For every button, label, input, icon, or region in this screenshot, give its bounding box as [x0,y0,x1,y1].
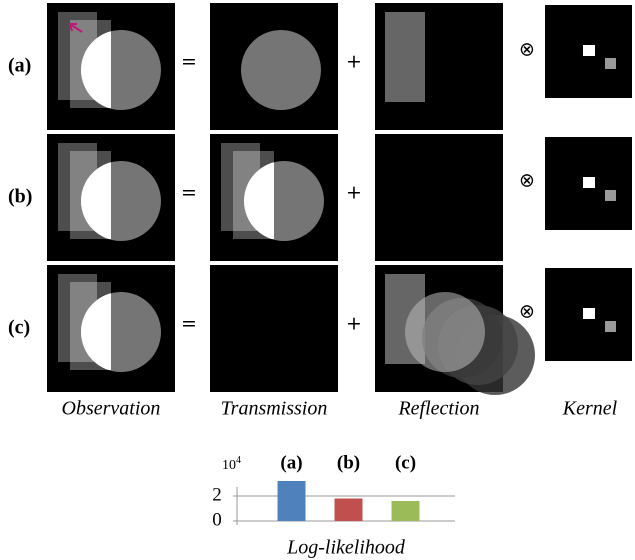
y-scale-base: 10 [222,458,236,473]
bar [392,501,420,521]
transmission-image [210,3,338,130]
convolve: ⊗ [519,301,535,323]
observation-image [47,265,175,392]
column-label: Reflection [397,398,479,420]
row-label: (b) [8,186,32,208]
reflection-image [375,134,503,261]
column-label: Transmission [221,398,328,420]
column-label: Kernel [562,398,618,420]
y-scale: 104 [222,455,241,473]
row-label: (c) [8,317,30,339]
y-tick-label: 0 [212,509,222,530]
equals: = [181,51,197,73]
plus: + [346,313,362,335]
convolve: ⊗ [519,39,535,61]
category-label: (a) [280,452,302,473]
plus: + [346,51,362,73]
equals: = [181,182,197,204]
transmission-image [210,265,338,392]
category-label: (c) [395,452,416,473]
column-label: Observation [62,398,161,420]
convolve: ⊗ [519,170,535,192]
row-label: (a) [8,55,31,77]
kernel-image [545,268,632,361]
x-axis-label: Log-likelihood [286,537,406,559]
bar [335,499,363,522]
plus: + [346,182,362,204]
reflection-image [375,265,535,395]
equals: = [181,313,197,335]
observation-image [47,3,175,130]
y-scale-exponent: 4 [236,455,241,466]
y-tick-label: 2 [212,484,222,505]
kernel-image [545,137,632,230]
figure: (a) (b) (c) = = = + + + ⊗ ⊗ ⊗ Observatio… [0,0,635,560]
kernel-image [545,5,632,98]
observation-image [47,134,175,261]
reflection-image [375,3,503,130]
transmission-image [210,134,338,261]
category-label: (b) [337,452,360,473]
bar [278,481,306,521]
